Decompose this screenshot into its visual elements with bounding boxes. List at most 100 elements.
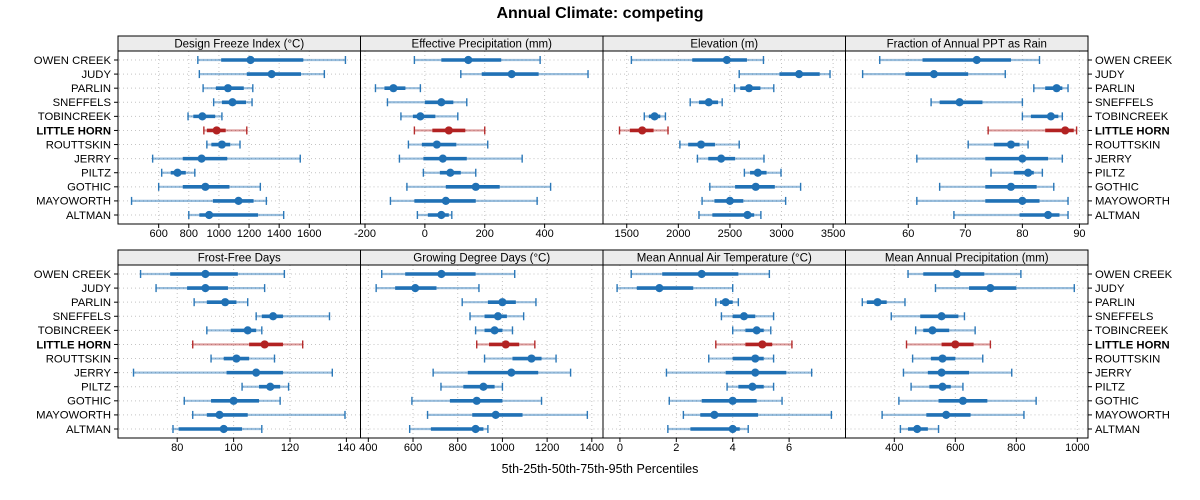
median-dot: [472, 396, 481, 405]
median-dot: [464, 55, 473, 65]
median-dot: [938, 382, 947, 391]
site-label-right: PARLIN: [1095, 83, 1135, 95]
x-tick-label: 2500: [718, 228, 742, 240]
strip-title: Growing Degree Days (°C): [413, 253, 550, 265]
x-tick-label: 600: [946, 442, 964, 454]
x-tick-label: 0: [617, 442, 623, 454]
x-tick-label: 800: [1007, 442, 1025, 454]
median-dot: [201, 182, 210, 191]
median-dot: [748, 382, 757, 391]
median-dot: [243, 326, 252, 335]
median-dot: [1006, 140, 1016, 149]
site-label-right: LITTLE HORN: [1095, 339, 1170, 351]
site-label-left: OWEN CREEK: [34, 269, 112, 281]
site-label-left: PARLIN: [71, 83, 111, 95]
median-dot: [972, 55, 981, 65]
x-tick-label: 400: [885, 442, 903, 454]
median-dot: [252, 368, 261, 377]
x-tick-label: 140: [337, 442, 355, 454]
median-dot: [1046, 112, 1056, 121]
site-label-right: JUDY: [1095, 283, 1125, 295]
median-dot: [721, 298, 730, 307]
site-label-left: TOBINCREEK: [38, 325, 112, 337]
median-dot: [697, 269, 706, 279]
median-dot: [205, 210, 214, 220]
median-dot: [444, 126, 453, 135]
median-dot: [493, 312, 503, 321]
median-dot: [638, 126, 647, 135]
median-dot: [432, 140, 441, 149]
median-dot: [217, 140, 227, 149]
site-label-left: JERRY: [74, 153, 111, 165]
x-tick-label: 6: [786, 442, 792, 454]
median-dot: [955, 98, 964, 107]
median-dot: [655, 283, 664, 293]
median-dot: [228, 98, 237, 107]
median-dot: [438, 154, 447, 163]
median-dot: [437, 269, 446, 279]
site-label-right: ROUTTSKIN: [1095, 353, 1160, 365]
median-dot: [650, 112, 659, 121]
site-label-right: SNEFFELS: [1095, 97, 1154, 109]
site-label-right: ROUTTSKIN: [1095, 139, 1160, 151]
x-tick-label: 1200: [237, 228, 261, 240]
site-label-left: PILTZ: [81, 168, 111, 180]
site-label-right: TOBINCREEK: [1095, 325, 1169, 337]
median-dot: [234, 196, 243, 206]
x-tick-label: 1000: [207, 228, 231, 240]
x-tick-label: 800: [180, 228, 198, 240]
median-dot: [268, 312, 278, 321]
x-tick-label: 600: [149, 228, 167, 240]
strip-title: Design Freeze Index (°C): [174, 39, 304, 51]
median-dot: [1018, 196, 1027, 206]
site-label-left: SNEFFELS: [53, 97, 112, 109]
median-dot: [758, 340, 767, 349]
median-dot: [937, 312, 946, 321]
site-label-right: PARLIN: [1095, 297, 1135, 309]
strip-title: Mean Annual Air Temperature (°C): [637, 253, 812, 265]
site-label-left: JUDY: [82, 69, 112, 81]
median-dot: [725, 196, 735, 206]
median-dot: [527, 354, 536, 363]
x-tick-label: 100: [224, 442, 242, 454]
median-dot: [958, 396, 968, 405]
median-dot: [704, 98, 713, 107]
x-tick-label: 400: [535, 228, 553, 240]
site-label-left: TOBINCREEK: [38, 111, 112, 123]
median-dot: [446, 168, 455, 177]
site-label-left: ROUTTSKIN: [46, 139, 111, 151]
panel-border: [602, 50, 846, 225]
site-label-left: ROUTTSKIN: [46, 353, 111, 365]
median-dot: [1061, 126, 1070, 135]
median-dot: [471, 182, 480, 191]
median-dot: [728, 396, 737, 405]
chart-title: Annual Climate: competing: [496, 5, 704, 22]
x-tick-label: 120: [281, 442, 299, 454]
median-dot: [201, 269, 210, 279]
x-axis-title: 5th-25th-50th-75th-95th Percentiles: [501, 462, 699, 476]
x-tick-label: 80: [171, 442, 183, 454]
median-dot: [215, 410, 224, 420]
x-tick-label: 1400: [580, 442, 604, 454]
median-dot: [744, 84, 754, 93]
panel-border: [845, 50, 1089, 225]
median-dot: [739, 312, 749, 321]
site-label-right: MAYOWORTH: [1095, 410, 1170, 422]
site-label-right: GOTHIC: [1095, 182, 1139, 194]
median-dot: [1006, 182, 1016, 191]
site-label-right: PILTZ: [1095, 168, 1125, 180]
site-label-right: TOBINCREEK: [1095, 111, 1169, 123]
median-dot: [221, 298, 230, 307]
x-tick-label: 3000: [769, 228, 793, 240]
x-tick-label: 80: [1016, 228, 1028, 240]
x-tick-label: 2: [673, 442, 679, 454]
site-label-left: SNEFFELS: [53, 311, 112, 323]
median-dot: [986, 283, 995, 293]
median-dot: [173, 168, 182, 177]
site-label-left: LITTLE HORN: [36, 125, 111, 137]
site-label-right: JUDY: [1095, 69, 1125, 81]
median-dot: [437, 210, 446, 220]
site-label-left: PILTZ: [81, 382, 111, 394]
median-dot: [266, 382, 275, 391]
